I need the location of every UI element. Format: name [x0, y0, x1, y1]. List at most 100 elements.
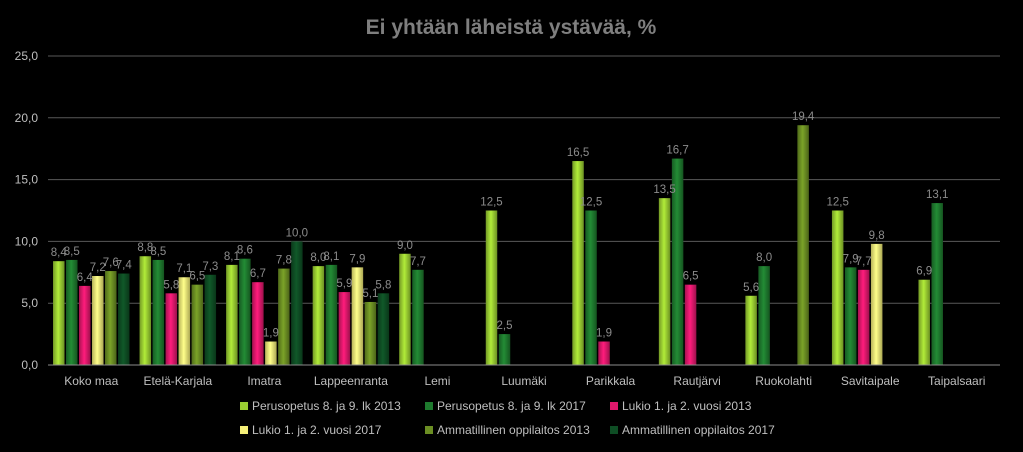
bar [745, 295, 757, 365]
gridlines [48, 55, 1000, 366]
bar [485, 210, 498, 365]
x-category-label: Lemi [424, 374, 450, 388]
y-tick-label: 5,0 [21, 296, 38, 310]
data-label: 12,5 [580, 197, 602, 209]
bar [252, 282, 264, 365]
data-label: 6,5 [683, 271, 699, 283]
legend-label: Perusopetus 8. ja 9. lk 2013 [252, 399, 401, 413]
bar [53, 261, 65, 365]
chart-title: Ei yhtään läheistä ystävää, % [366, 16, 657, 39]
data-label: 6,9 [916, 266, 932, 278]
data-label: 7,3 [202, 261, 218, 273]
data-label: 5,8 [163, 279, 179, 291]
legend-swatch [240, 426, 248, 434]
data-label: 6,4 [77, 272, 94, 284]
legend-swatch [240, 402, 248, 410]
legend: Perusopetus 8. ja 9. lk 2013 Perusopetus … [240, 399, 775, 437]
bar [658, 198, 671, 365]
data-label: 13,1 [926, 189, 948, 201]
x-category-label: Savitaipale [841, 374, 900, 388]
bar [399, 253, 411, 365]
bar [572, 161, 584, 365]
y-tick-label: 15,0 [15, 173, 39, 187]
y-tick-label: 25,0 [15, 49, 39, 63]
data-label: 7,2 [90, 262, 106, 274]
bar [278, 268, 290, 365]
data-label: 2,5 [497, 320, 513, 332]
data-label: 7,9 [843, 253, 859, 265]
bar [857, 269, 870, 365]
bar [412, 269, 424, 365]
data-label: 1,9 [596, 328, 612, 340]
bar [118, 273, 130, 365]
x-category-label: Rautjärvi [673, 374, 720, 388]
data-label: 12,5 [480, 197, 502, 209]
legend-swatch [610, 402, 618, 410]
bar [226, 264, 238, 365]
bar [265, 341, 277, 365]
data-label: 7,8 [276, 255, 292, 267]
x-category-label: Luumäki [501, 374, 546, 388]
data-label: 9,8 [869, 230, 885, 242]
bar [598, 341, 610, 365]
bar [92, 276, 104, 365]
data-label: 9,0 [397, 240, 413, 252]
bar [684, 284, 697, 365]
data-label: 5,9 [336, 278, 352, 290]
legend-swatch [610, 426, 618, 434]
bar [191, 284, 204, 365]
x-category-label: Koko maa [64, 374, 118, 388]
data-label: 8,1 [224, 251, 240, 263]
x-category-label: Taipalsaari [928, 374, 985, 388]
bar [870, 243, 883, 365]
legend-swatch [425, 426, 433, 434]
bar [312, 266, 325, 365]
bar [204, 274, 217, 365]
bar [139, 256, 152, 365]
bar [671, 158, 684, 365]
legend-label: Lukio 1. ja 2. vuosi 2013 [622, 399, 752, 413]
data-label: 7,1 [176, 263, 192, 275]
legend-label: Perusopetus 8. ja 9. lk 2017 [437, 399, 586, 413]
data-label: 7,4 [116, 260, 133, 272]
data-label: 8,0 [756, 252, 772, 264]
data-label: 12,5 [826, 197, 848, 209]
bar [797, 125, 809, 365]
data-label: 8,1 [323, 251, 339, 263]
bar [165, 293, 178, 365]
bar [844, 267, 857, 365]
data-labels: 8,48,56,47,27,67,48,88,55,87,16,57,38,18… [51, 111, 949, 339]
data-label: 8,8 [137, 242, 153, 254]
bars [53, 125, 943, 365]
data-label: 10,0 [286, 227, 308, 239]
data-label: 16,7 [666, 145, 688, 157]
bar [325, 264, 338, 365]
y-tick-label: 0,0 [21, 358, 38, 372]
bar [291, 241, 303, 365]
bar [364, 301, 377, 365]
bar [79, 285, 91, 365]
data-label: 7,6 [103, 257, 119, 269]
legend-label: Ammatillinen oppilaitos 2013 [437, 423, 590, 437]
x-category-label: Lappeenranta [314, 374, 388, 388]
data-label: 7,9 [349, 253, 365, 265]
data-label: 5,1 [362, 288, 378, 300]
data-label: 6,7 [250, 268, 266, 280]
data-label: 1,9 [263, 328, 279, 340]
x-category-label: Parikkala [586, 374, 636, 388]
data-label: 6,5 [189, 271, 205, 283]
bar [585, 210, 597, 365]
x-category-label: Etelä-Karjala [143, 374, 212, 388]
data-label: 5,8 [375, 279, 391, 291]
data-label: 13,5 [653, 184, 675, 196]
bar [239, 258, 251, 365]
bar [377, 293, 390, 365]
y-tick-label: 20,0 [15, 111, 39, 125]
x-category-label: Imatra [247, 374, 281, 388]
data-label: 8,6 [237, 245, 253, 257]
bar [351, 267, 364, 365]
axes: 0,0 5,0 10,0 15,0 20,0 25,0 Koko maa Etelä-Karj… [15, 49, 1000, 388]
bar [831, 210, 844, 365]
